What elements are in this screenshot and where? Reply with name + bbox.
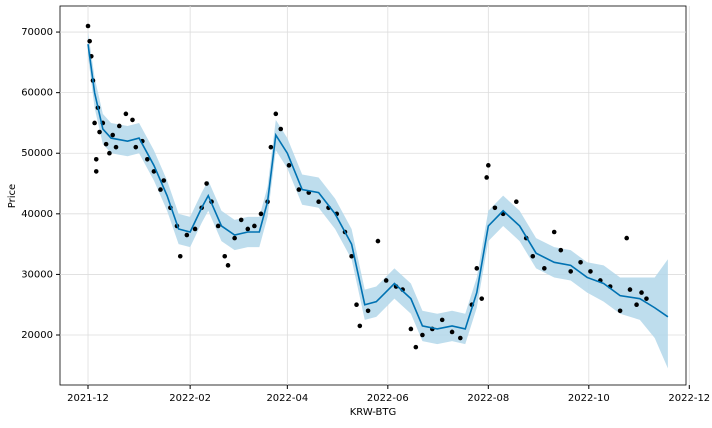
observed-point [634, 302, 639, 308]
observed-point [588, 269, 593, 274]
observed-point [268, 144, 274, 150]
observed-point [113, 144, 119, 150]
observed-point [316, 199, 321, 205]
observed-point [568, 269, 573, 274]
observed-point [644, 296, 649, 301]
observed-point [413, 344, 419, 350]
observed-point [93, 156, 99, 162]
observed-point [151, 169, 157, 174]
y-axis-label: Price [7, 184, 18, 208]
observed-point [354, 302, 359, 308]
observed-point [542, 266, 547, 271]
x-tick-label: 2022-10 [568, 393, 610, 404]
observed-point [103, 141, 109, 147]
observed-point [123, 111, 129, 117]
observed-point [627, 287, 633, 292]
observed-point [85, 23, 91, 29]
observed-point [258, 211, 264, 217]
observed-point [492, 205, 498, 211]
observed-point [252, 223, 257, 229]
y-tick-label: 60000 [21, 88, 53, 99]
observed-point [296, 187, 302, 192]
observed-point [624, 235, 629, 241]
observed-point [130, 117, 135, 123]
observed-point [474, 266, 480, 271]
y-tick-label: 40000 [21, 209, 53, 220]
observed-point [408, 326, 414, 332]
observed-point [87, 38, 92, 44]
observed-point [177, 253, 183, 259]
observed-point [273, 111, 279, 117]
observed-point [222, 253, 228, 259]
observed-point [232, 235, 237, 241]
observed-point [449, 329, 455, 335]
observed-point [639, 290, 644, 295]
observed-point [110, 132, 116, 138]
observed-point [158, 187, 163, 192]
observed-point [514, 199, 519, 205]
x-tick-label: 2022-12 [668, 393, 710, 404]
observed-point [204, 181, 209, 186]
observed-point [578, 260, 583, 265]
observed-point [558, 247, 564, 253]
forecast-line [87, 44, 669, 330]
observed-point [225, 263, 231, 268]
observed-point [97, 129, 102, 135]
observed-point [551, 229, 557, 235]
observed-point [484, 175, 489, 180]
observed-point [383, 278, 389, 283]
observed-point [278, 126, 284, 132]
observed-point [617, 308, 623, 314]
observed-point [486, 163, 491, 168]
x-tick-label: 2021-12 [67, 393, 109, 404]
observed-point [238, 217, 244, 223]
observed-point [215, 223, 221, 229]
observed-point [479, 296, 485, 301]
plot-frame [59, 5, 687, 386]
x-tick-label: 2022-02 [169, 393, 211, 404]
observed-point [349, 253, 354, 259]
observed-point [117, 123, 122, 129]
observed-point [420, 332, 425, 338]
observed-point [439, 317, 445, 323]
observed-point [107, 150, 112, 156]
x-tick-label: 2022-04 [266, 393, 308, 404]
observed-point [133, 144, 139, 150]
observed-point [357, 323, 363, 329]
observed-point [93, 169, 99, 174]
observed-point [192, 226, 198, 232]
observed-point [375, 238, 381, 244]
observed-point [530, 253, 536, 259]
observed-point [245, 226, 251, 232]
observed-point [184, 232, 190, 238]
y-tick-label: 50000 [21, 148, 53, 159]
x-tick-label: 2022-06 [367, 393, 409, 404]
observed-point [161, 178, 167, 183]
observed-point [92, 120, 97, 126]
y-tick-label: 70000 [21, 27, 53, 38]
observed-point [145, 156, 150, 162]
x-axis-label: KRW-BTG [350, 407, 397, 418]
observed-point [365, 308, 371, 314]
observed-point [286, 163, 292, 168]
observed-point [458, 335, 463, 341]
x-tick-label: 2022-08 [467, 393, 509, 404]
y-tick-label: 20000 [21, 330, 53, 341]
y-tick-label: 30000 [21, 269, 53, 280]
